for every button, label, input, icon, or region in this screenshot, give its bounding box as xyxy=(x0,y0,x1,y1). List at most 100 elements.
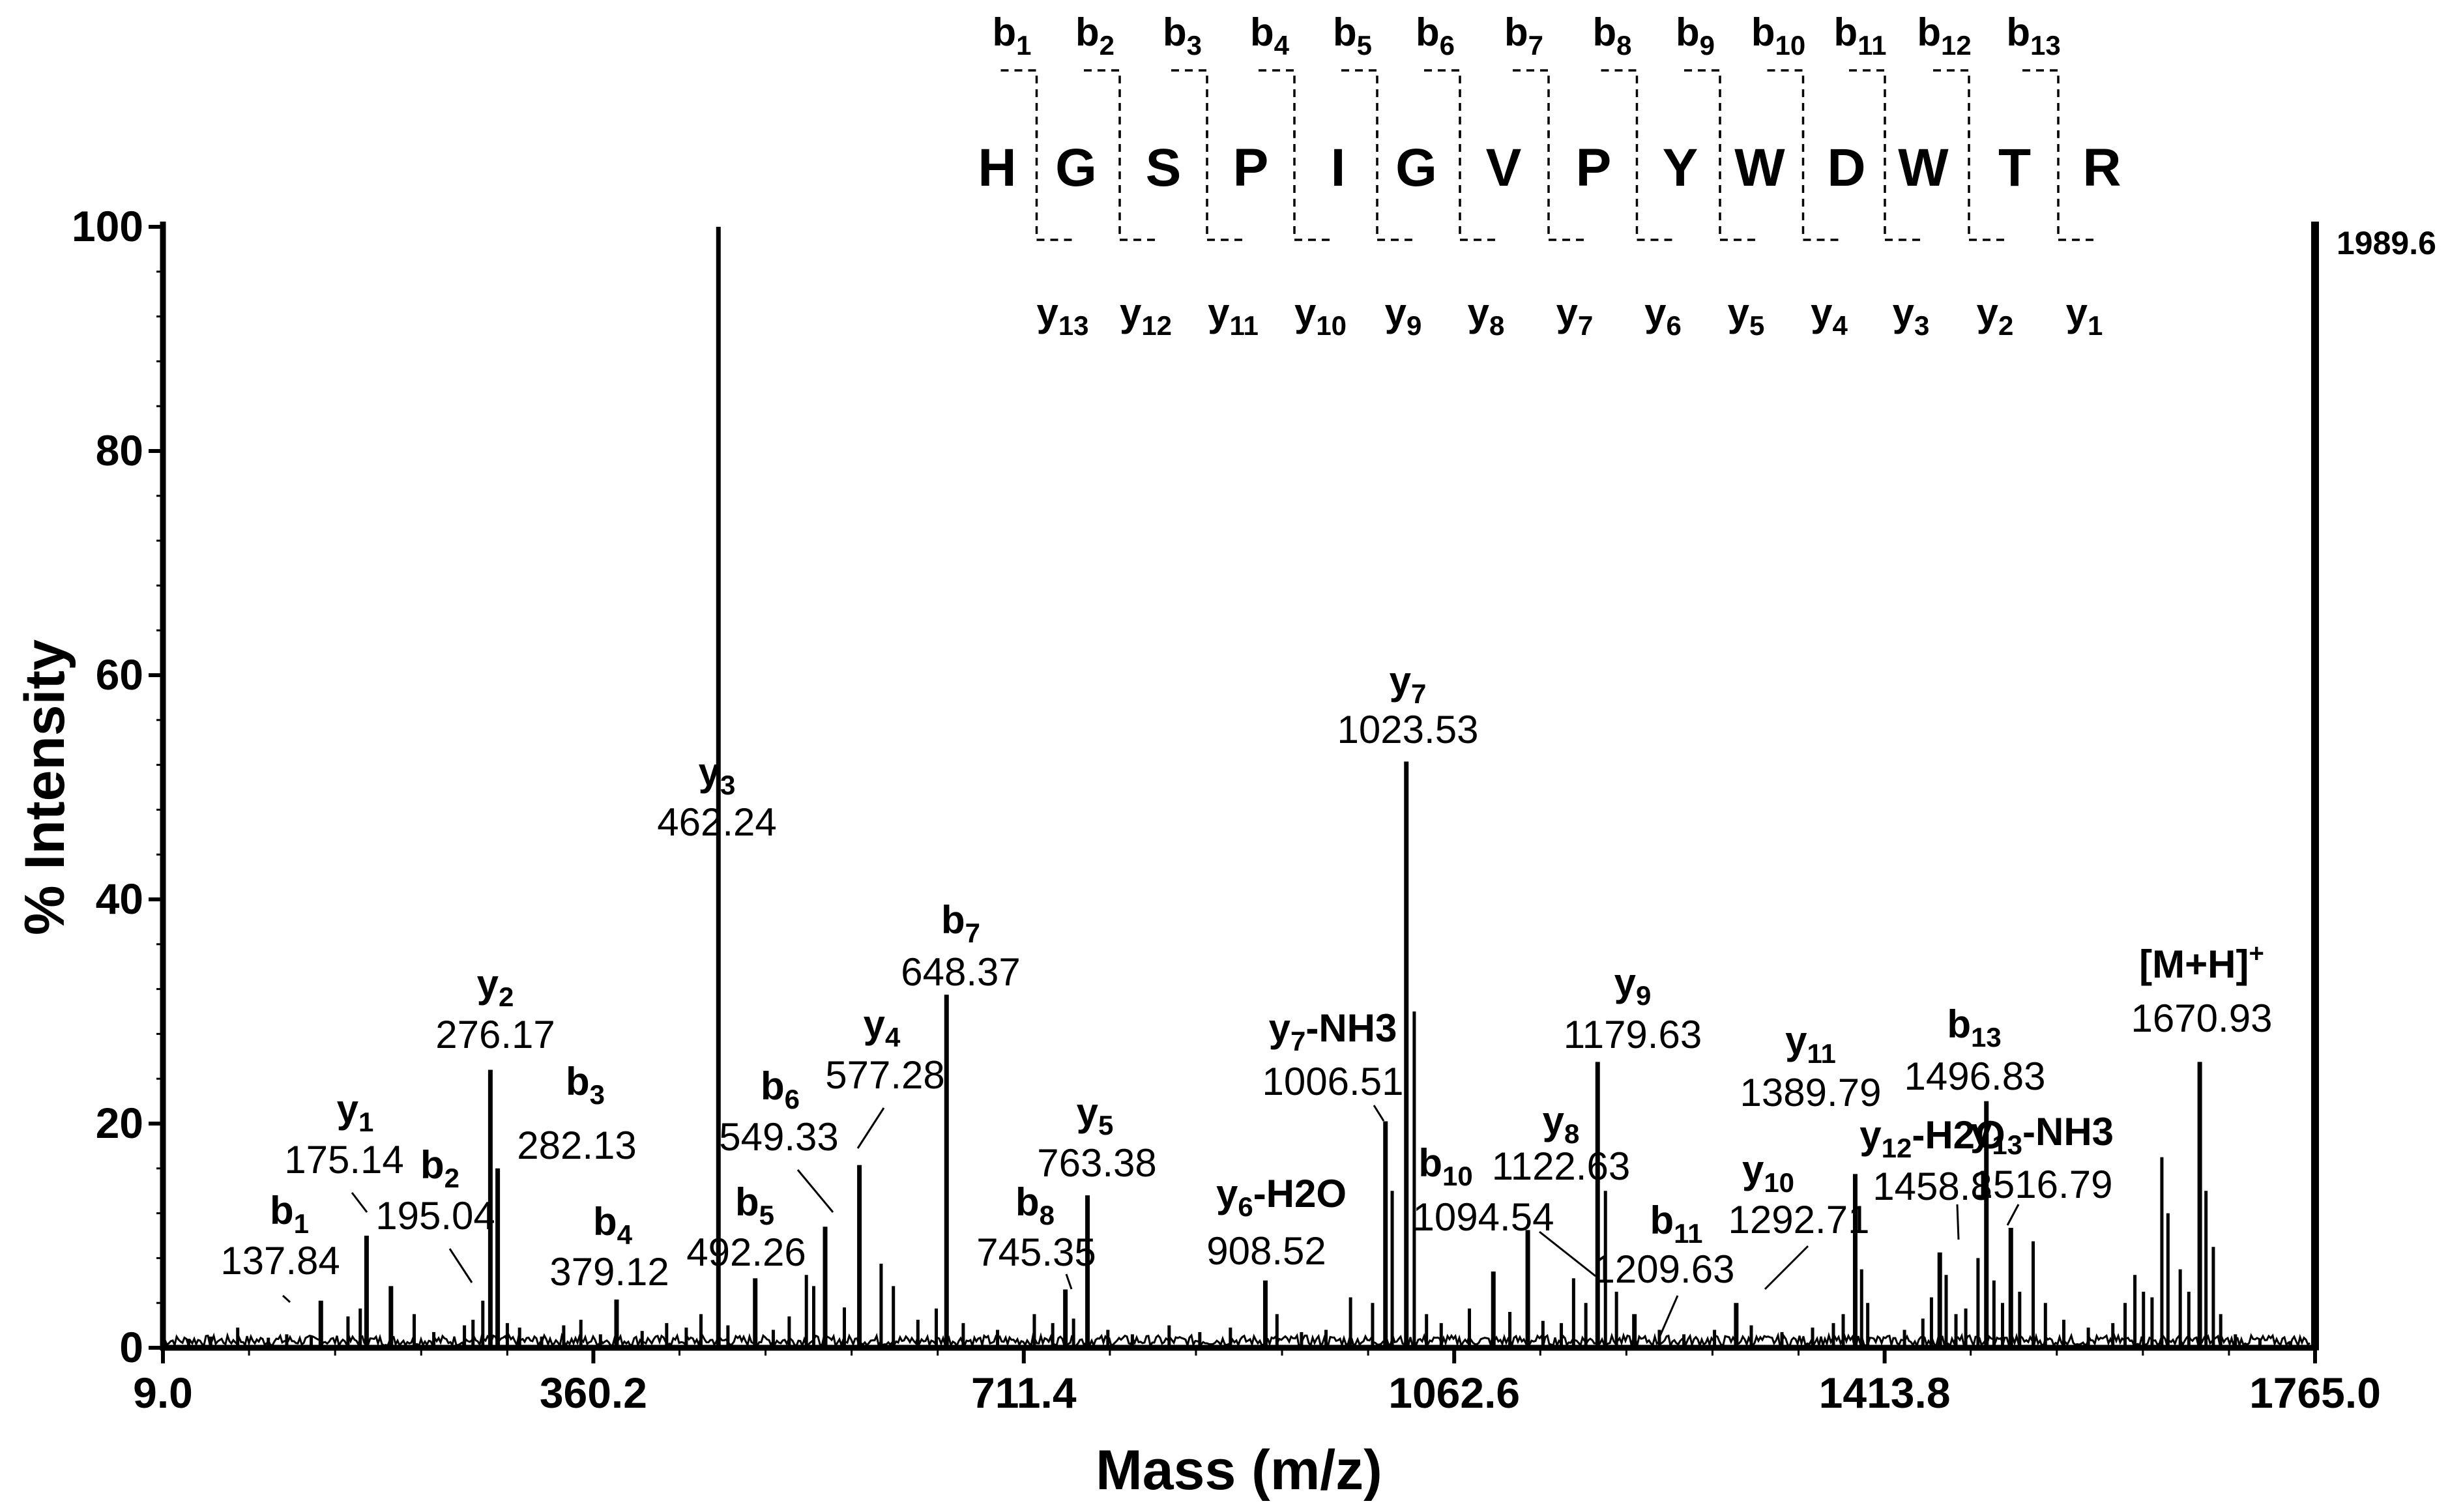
ion-subscript: 7 xyxy=(1411,678,1426,709)
mz-label: 908.52 xyxy=(1206,1229,1326,1273)
x-axis-ticks: 9.0 360.2 711.4 1062.6 1413.8 1765.0 xyxy=(133,1348,2381,1417)
mz-label: 1023.53 xyxy=(1337,708,1479,751)
b-ion: b xyxy=(1163,10,1187,54)
b-ion: b xyxy=(1250,10,1274,54)
ion-subscript: 12 xyxy=(1882,1133,1912,1163)
b-ion: b xyxy=(1075,10,1100,54)
ion-label: y12-H2O xyxy=(1859,1113,2005,1163)
leader-line xyxy=(1764,1245,1809,1290)
y-ion-index: 5 xyxy=(1749,310,1764,341)
leader-line xyxy=(1956,1204,1960,1240)
y-ion: y xyxy=(1977,291,1999,334)
leader-line xyxy=(282,1294,291,1303)
residue-letter: V xyxy=(1486,138,1522,197)
b-ion: b xyxy=(1833,10,1858,54)
mz-label: 1496.83 xyxy=(1904,1054,2046,1098)
ion-label: b13 xyxy=(1947,1002,2001,1053)
b-ion-index: 7 xyxy=(1528,30,1543,61)
b-fragment-label: b2 xyxy=(1075,10,1115,61)
ion-suffix: -NH3 xyxy=(2022,1110,2114,1154)
leader-line xyxy=(351,1192,368,1213)
ion-name: y xyxy=(1614,961,1637,1004)
ion-name: b xyxy=(735,1180,759,1224)
y-fragment-label: y12 xyxy=(1120,291,1172,341)
y-cleavage-bracket xyxy=(1801,130,1839,241)
y-ion: y xyxy=(1036,291,1058,334)
ion-label: y7-NH3 xyxy=(1269,1006,1397,1056)
ion-name: b xyxy=(593,1200,617,1243)
mz-label: 1094.54 xyxy=(1413,1195,1554,1239)
leader-line xyxy=(1065,1273,1073,1290)
ion-name: b xyxy=(270,1189,294,1232)
y-fragment-label: y7 xyxy=(1556,291,1594,341)
y-ion-index: 8 xyxy=(1489,310,1504,341)
y-fragment-label: y8 xyxy=(1468,291,1505,341)
residue-letter: G xyxy=(1055,138,1097,197)
ion-subscript: 13 xyxy=(1971,1022,2002,1053)
ion-label: y7 xyxy=(1390,659,1427,709)
b-ion-index: 1 xyxy=(1016,30,1031,61)
ion-label: y4 xyxy=(864,1002,901,1053)
y-ion-index: 10 xyxy=(1316,310,1347,341)
leader-line xyxy=(1373,1105,1385,1122)
residue-letter: P xyxy=(1576,138,1612,197)
b-fragment-label: b5 xyxy=(1333,10,1372,61)
ion-subscript: 13 xyxy=(1992,1129,2022,1160)
ion-subscript: 2 xyxy=(499,981,514,1012)
mz-label: 1670.93 xyxy=(2131,996,2273,1040)
ion-label: b11 xyxy=(1650,1199,1702,1249)
b-fragment-label: b6 xyxy=(1416,10,1455,61)
y-fragment-label: y13 xyxy=(1036,291,1088,341)
ion-name: y xyxy=(864,1002,886,1046)
y-fragment-label: y9 xyxy=(1385,291,1422,341)
ion-name: b xyxy=(1650,1199,1674,1242)
y-ion: y xyxy=(1893,291,1915,334)
mz-label: 1122.63 xyxy=(1492,1144,1630,1188)
y-ion: y xyxy=(1294,291,1317,334)
ion-subscript: 8 xyxy=(1040,1200,1055,1230)
y-cleavage-bracket xyxy=(1547,130,1584,241)
b-ion: b xyxy=(2006,10,2030,54)
b-ion-index: 10 xyxy=(1775,30,1805,61)
y-ion-index: 6 xyxy=(1667,310,1682,341)
y-tick-label: 0 xyxy=(119,1323,143,1371)
peak-annotation: [M+H]+1670.93 xyxy=(2131,939,2273,1040)
ion-subscript: 7 xyxy=(1290,1026,1305,1056)
y-ion-index: 1 xyxy=(2088,310,2103,341)
b-ion-index: 9 xyxy=(1700,30,1715,61)
b-fragment-label: b7 xyxy=(1504,10,1543,61)
x-tick-label: 1413.8 xyxy=(1819,1369,1951,1417)
b-ion-index: 4 xyxy=(1274,30,1290,61)
y-ion: y xyxy=(1556,291,1579,334)
ion-label: y9 xyxy=(1614,961,1652,1011)
residue-letter: D xyxy=(1827,138,1865,197)
mz-label: 276.17 xyxy=(435,1013,555,1056)
leader-line xyxy=(1658,1295,1679,1338)
x-tick-label: 9.0 xyxy=(133,1369,193,1417)
b-fragment-label: b4 xyxy=(1250,10,1290,61)
leader-line xyxy=(1539,1230,1596,1277)
y-fragment-label: y1 xyxy=(2066,291,2103,341)
x-tick-label: 711.4 xyxy=(971,1369,1077,1417)
mz-label: 577.28 xyxy=(825,1053,945,1097)
b-fragment-label: b9 xyxy=(1676,10,1715,61)
ion-subscript: 4 xyxy=(617,1219,633,1250)
ion-suffix: -H2O xyxy=(1912,1113,2005,1157)
y-tick-label: 100 xyxy=(72,202,143,250)
y-tick-label: 40 xyxy=(96,875,143,923)
x-axis-title: Mass (m/z) xyxy=(1096,1439,1382,1502)
ion-subscript: 11 xyxy=(1807,1038,1835,1069)
residue-letter: I xyxy=(1331,138,1346,197)
y-ion-index: 9 xyxy=(1406,310,1421,341)
ion-name: y xyxy=(1859,1113,1882,1157)
